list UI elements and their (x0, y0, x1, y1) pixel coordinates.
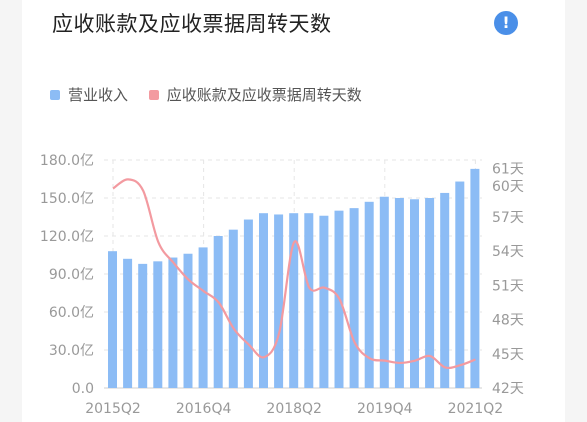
bar (470, 168, 480, 388)
bar (228, 229, 238, 388)
x-tick: 2018Q2 (266, 401, 322, 417)
bar (138, 263, 148, 388)
y-left-tick: 90.0亿 (49, 267, 94, 283)
series-line (112, 178, 476, 370)
bar (183, 253, 193, 388)
bar (440, 192, 450, 388)
bar (304, 213, 314, 388)
bar (168, 257, 178, 388)
y-right-tick: 57天 (492, 210, 524, 226)
y-right-tick: 42天 (492, 381, 524, 397)
legend-item-line[interactable]: 应收账款及应收票据周转天数 (148, 84, 362, 105)
bar (274, 214, 284, 388)
y-left-tick: 120.0亿 (40, 229, 94, 245)
bar (455, 181, 465, 388)
bar (349, 208, 359, 388)
y-right-tick: 60天 (492, 179, 524, 195)
info-icon[interactable]: ! (494, 11, 518, 35)
y-right-tick: 51天 (492, 278, 524, 294)
y-left-tick: 0.0 (72, 381, 94, 397)
bar (425, 198, 435, 388)
bar (123, 258, 133, 388)
bar (153, 261, 163, 388)
bar (213, 236, 223, 388)
x-tick: 2019Q4 (357, 401, 413, 417)
x-tick: 2015Q2 (85, 401, 141, 417)
legend-label-bar: 营业收入 (68, 86, 129, 104)
bar (243, 219, 253, 388)
y-right-tick: 61天 (492, 161, 524, 177)
chart-title: 应收账款及应收票据周转天数 (52, 12, 332, 36)
y-left-tick: 180.0亿 (40, 153, 94, 169)
bar (198, 247, 208, 388)
bar (410, 199, 419, 388)
bar (319, 215, 329, 388)
y-right-tick: 48天 (492, 313, 524, 329)
y-left-tick: 30.0亿 (49, 343, 94, 359)
y-right-tick: 45天 (492, 347, 524, 363)
bar (108, 251, 117, 388)
y-left-tick: 150.0亿 (40, 191, 94, 207)
y-right-tick: 54天 (492, 244, 524, 260)
legend-item-bar[interactable]: 营业收入 (50, 84, 128, 105)
bar (289, 213, 299, 388)
legend-label-line: 应收账款及应收票据周转天数 (166, 86, 362, 104)
x-tick: 2021Q2 (448, 401, 504, 417)
legend-swatch-bar (50, 89, 60, 100)
x-tick: 2016Q4 (176, 401, 232, 417)
bar (364, 201, 374, 388)
legend: 营业收入 应收账款及应收票据周转天数 (50, 84, 378, 105)
legend-swatch-line (148, 89, 159, 100)
bar (394, 198, 404, 388)
bar (259, 213, 268, 388)
bar (379, 196, 389, 388)
y-left-tick: 60.0亿 (49, 305, 94, 321)
